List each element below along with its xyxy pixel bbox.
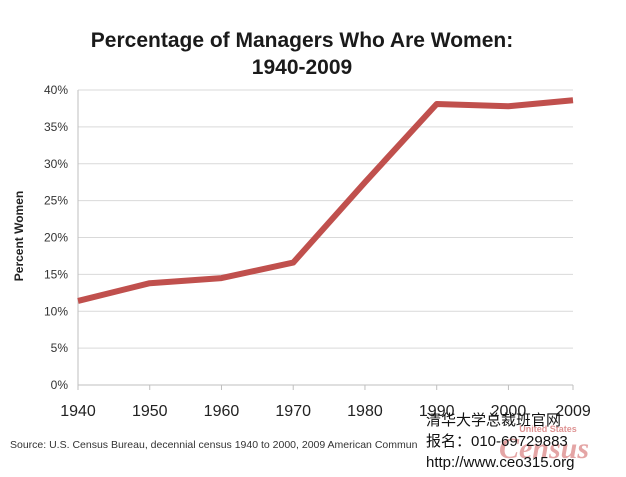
y-tick-label: 25% xyxy=(44,194,68,208)
y-tick-label: 15% xyxy=(44,267,68,281)
x-tick-label: 1990 xyxy=(419,403,455,420)
y-tick-label: 20% xyxy=(44,231,68,245)
x-tick-label: 1970 xyxy=(275,403,311,420)
x-tick-label: 1960 xyxy=(204,403,240,420)
series-line xyxy=(77,97,574,304)
watermark: 清华大学总裁班官网 报名：010-69729883 http://www.ceo… xyxy=(426,412,574,471)
grid xyxy=(78,89,573,349)
census-logo-small-text: United States xyxy=(519,424,577,434)
series-layer xyxy=(77,97,574,304)
x-axis-ticks: 1940 1950 1960 1970 1980 1990 2000 2009 xyxy=(60,385,591,420)
watermark-line1: 清华大学总裁班官网 xyxy=(426,412,561,429)
y-tick-label: 30% xyxy=(44,157,68,171)
watermark-line2: 报名：010-69729883 xyxy=(426,433,568,450)
y-axis-ticks: 0% 5% 10% 15% 20% 25% 30% 35% 40% xyxy=(44,83,68,392)
source-note: Source: U.S. Census Bureau, decennial ce… xyxy=(10,439,418,451)
x-tick-label: 2009 xyxy=(555,403,591,420)
y-axis-label: Percent Women xyxy=(12,191,26,281)
x-tick-label: 1980 xyxy=(347,403,383,420)
census-logo-text: Census xyxy=(499,432,589,465)
y-tick-label: 5% xyxy=(51,341,69,355)
y-tick-label: 35% xyxy=(44,120,68,134)
y-tick-label: 10% xyxy=(44,304,68,318)
watermark-line3: http://www.ceo315.org xyxy=(426,454,574,471)
y-tick-label: 0% xyxy=(51,378,69,392)
chart-title-line1: Percentage of Managers Who Are Women: xyxy=(91,29,513,52)
x-tick-label: 1940 xyxy=(60,403,96,420)
x-tick-label: 2000 xyxy=(491,403,527,420)
census-logo: United States Census xyxy=(499,424,589,465)
chart-title-line2: 1940-2009 xyxy=(252,56,352,79)
y-tick-label: 40% xyxy=(44,83,68,97)
x-tick-label: 1950 xyxy=(132,403,168,420)
